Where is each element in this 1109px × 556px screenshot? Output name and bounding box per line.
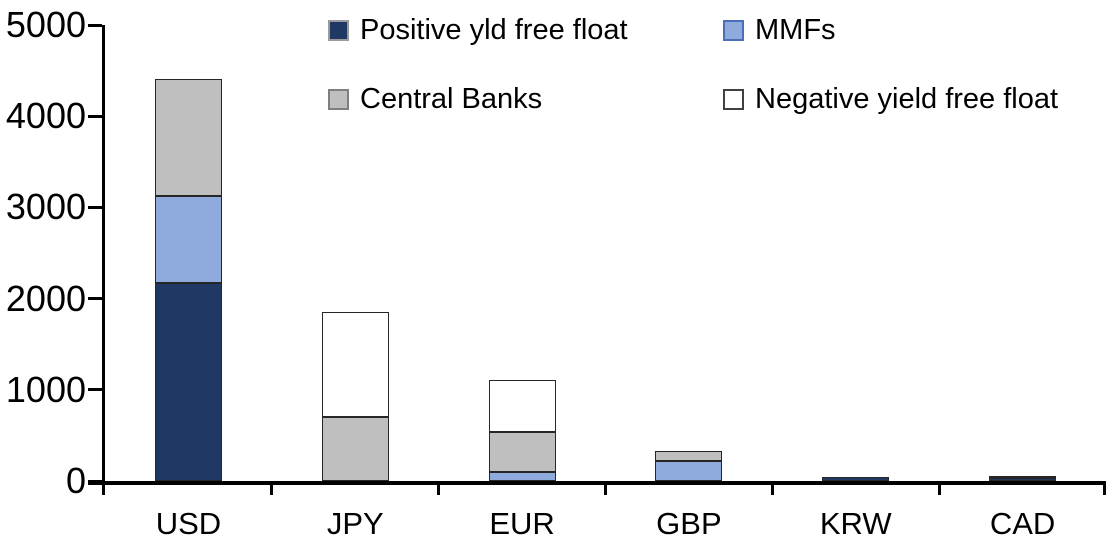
x-axis-tick	[770, 485, 774, 495]
y-axis-tick-label: 2000	[5, 277, 86, 319]
bar-segment-usd-mmfs	[154, 195, 222, 284]
bar-segment-gbp-central-banks	[655, 450, 723, 462]
bar-group-krw	[822, 25, 890, 481]
legend-swatch-negative-yield-free-float	[723, 89, 744, 111]
x-axis-label-cad: CAD	[989, 506, 1056, 541]
x-axis-label-jpy: JPY	[326, 506, 384, 541]
y-axis-tick	[88, 205, 102, 209]
y-axis-line	[102, 25, 105, 495]
bar-segment-eur-mmfs	[488, 471, 556, 481]
x-axis-label-gbp: GBP	[656, 506, 722, 541]
legend-label: Central Banks	[360, 83, 543, 115]
y-axis-tick	[88, 479, 102, 483]
bar-segment-cad-positive-yld-free-float	[989, 478, 1057, 481]
bar-segment-cad-central-banks	[989, 475, 1057, 479]
bar-segment-usd-positive-yld-free-float	[154, 283, 222, 481]
bar-segment-krw-positive-yld-free-float	[822, 476, 890, 481]
bar-group-jpy	[321, 25, 389, 481]
legend-swatch-positive-yld-free-float	[328, 20, 349, 42]
y-axis-tick-label: 5000	[5, 4, 86, 45]
y-axis-tick	[88, 297, 102, 301]
x-axis-tick	[1103, 485, 1106, 495]
x-axis-tick	[270, 485, 274, 495]
y-axis-tick-label: 0	[65, 460, 86, 501]
bar-segment-jpy-central-banks	[321, 417, 389, 481]
legend-item-mmfs: MMFs	[723, 14, 836, 47]
bar-segment-eur-negative-yield-free-float	[488, 379, 556, 433]
y-axis-tick-label: 4000	[5, 95, 86, 137]
legend-swatch-mmfs	[723, 20, 744, 42]
bar-group-usd	[154, 25, 222, 481]
y-axis-tick	[88, 114, 102, 118]
x-axis-tick	[604, 485, 607, 495]
legend-swatch-central-banks	[328, 89, 349, 111]
bar-segment-gbp-mmfs	[655, 461, 723, 481]
bar-group-cad	[989, 25, 1057, 481]
bar-segment-usd-central-banks	[154, 78, 222, 196]
x-axis-line	[88, 481, 1106, 485]
x-axis-label-krw: KRW	[819, 506, 892, 541]
x-axis-tick	[437, 485, 441, 495]
legend-item-positive-yld-free-float: Positive yld free float	[328, 14, 628, 47]
bar-group-gbp	[655, 25, 723, 481]
y-axis-tick	[88, 388, 102, 392]
legend-item-central-banks: Central Banks	[328, 83, 543, 116]
x-axis-label-eur: EUR	[489, 506, 555, 541]
y-axis-tick-label: 3000	[5, 186, 86, 228]
plot-area: 0 1000 2000 3000 4000 5000 USD JPY EUR GBP KRW CAD	[6, 6, 1106, 541]
x-axis-tick	[937, 485, 941, 495]
bar-group-eur	[488, 25, 556, 481]
legend-label: Positive yld free float	[360, 14, 628, 46]
y-axis-tick-label: 1000	[5, 368, 86, 410]
bar-segment-jpy-negative-yield-free-float	[321, 312, 389, 418]
x-axis-label-usd: USD	[155, 506, 222, 541]
legend-item-negative-yield-free-float: Negative yield free float	[723, 83, 1059, 116]
bar-segment-eur-central-banks	[488, 432, 556, 472]
y-axis-tick	[88, 23, 102, 27]
legend-label: MMFs	[755, 14, 836, 46]
legend-label: Negative yield free float	[755, 83, 1059, 115]
